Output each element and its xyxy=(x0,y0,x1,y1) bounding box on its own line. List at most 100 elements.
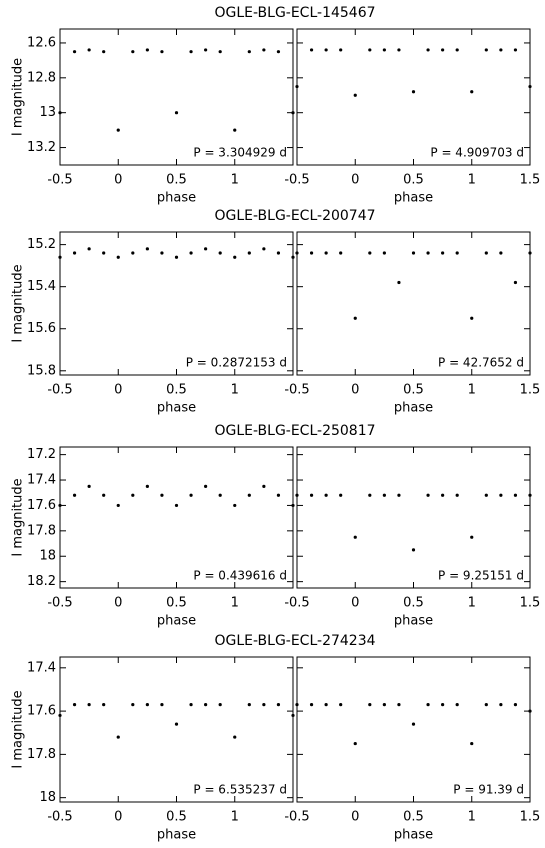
data-point xyxy=(160,703,164,707)
data-point xyxy=(339,251,343,255)
data-point xyxy=(470,535,474,539)
data-point xyxy=(441,493,445,497)
x-tick-label: 0.5 xyxy=(403,810,424,825)
y-tick-label: 17.8 xyxy=(27,747,56,762)
data-point xyxy=(324,493,328,497)
data-point xyxy=(218,703,222,707)
x-tick-label: 1 xyxy=(231,596,239,611)
data-point xyxy=(233,503,237,508)
data-point xyxy=(339,703,343,707)
data-point xyxy=(339,48,343,52)
data-point xyxy=(470,741,474,746)
data-point xyxy=(324,703,328,707)
data-point xyxy=(441,703,445,707)
data-point xyxy=(204,247,208,251)
y-axis-label: I magnitude xyxy=(11,478,26,556)
x-axis-label: phase xyxy=(394,401,433,416)
data-point xyxy=(145,247,149,251)
data-point xyxy=(204,48,208,52)
x-tick-label: 0 xyxy=(351,173,359,188)
data-point xyxy=(397,48,401,52)
data-point xyxy=(116,503,120,508)
y-tick-label: 18.2 xyxy=(27,574,56,589)
data-point xyxy=(87,48,91,52)
x-tick-label: 0 xyxy=(351,596,359,611)
y-tick-label: 15.8 xyxy=(27,363,56,378)
y-axis-label: I magnitude xyxy=(11,690,26,768)
x-tick-label: -0.5 xyxy=(284,383,309,398)
data-point xyxy=(528,84,532,89)
x-tick-label: -0.5 xyxy=(284,173,309,188)
data-point xyxy=(189,251,193,255)
data-point xyxy=(131,493,135,497)
period-annotation: P = 3.304929 d xyxy=(193,146,287,160)
data-point xyxy=(513,493,518,497)
data-point xyxy=(131,703,135,707)
data-point xyxy=(160,251,164,255)
data-point xyxy=(295,703,299,707)
data-point xyxy=(247,703,251,707)
data-point xyxy=(339,493,343,497)
y-tick-label: 17.4 xyxy=(27,473,56,488)
data-point xyxy=(262,703,266,707)
y-tick-label: 13 xyxy=(39,105,56,120)
data-point xyxy=(397,703,401,707)
data-point xyxy=(58,255,62,259)
x-tick-label: -0.5 xyxy=(284,596,309,611)
x-tick-label: 0 xyxy=(351,383,359,398)
data-point xyxy=(484,703,488,707)
x-axis-label: phase xyxy=(157,828,196,843)
data-point xyxy=(426,251,430,255)
data-point xyxy=(102,493,106,497)
x-tick-label: 1.5 xyxy=(520,810,541,825)
y-tick-label: 18 xyxy=(39,549,56,564)
data-point xyxy=(291,255,295,259)
data-point xyxy=(247,493,251,497)
x-tick-label: 1 xyxy=(231,173,239,188)
data-point xyxy=(368,493,372,497)
data-point xyxy=(309,703,314,707)
panel-frame xyxy=(296,446,531,589)
data-point xyxy=(276,493,281,497)
x-tick-label: 1 xyxy=(231,383,239,398)
y-tick-label: 17.6 xyxy=(27,704,56,719)
x-tick-label: 0 xyxy=(114,810,122,825)
x-tick-label: -0.5 xyxy=(47,383,72,398)
data-point xyxy=(455,703,459,707)
chart-title: OGLE-BLG-ECL-145467 xyxy=(214,5,375,21)
data-point xyxy=(87,247,91,251)
x-tick-label: -0.5 xyxy=(47,596,72,611)
y-tick-label: 15.6 xyxy=(27,321,56,336)
data-point xyxy=(382,48,386,52)
data-point xyxy=(411,722,416,726)
data-point xyxy=(368,703,372,707)
data-point xyxy=(455,493,459,497)
data-point xyxy=(513,280,518,285)
data-point xyxy=(291,713,295,718)
data-point xyxy=(513,48,518,52)
x-tick-label: 1.5 xyxy=(520,173,541,188)
y-tick-label: 13.2 xyxy=(27,140,56,155)
data-point xyxy=(368,48,372,52)
data-point xyxy=(411,251,416,255)
data-point xyxy=(382,251,386,255)
data-point xyxy=(233,735,237,739)
y-tick-label: 18 xyxy=(39,790,56,805)
x-axis-label: phase xyxy=(394,614,433,629)
chart-title: OGLE-BLG-ECL-274234 xyxy=(214,633,375,649)
data-point xyxy=(102,703,106,707)
data-point xyxy=(353,741,357,746)
data-point xyxy=(291,503,295,508)
data-point xyxy=(204,484,208,488)
period-annotation: P = 4.909703 d xyxy=(430,146,524,160)
y-tick-label: 12.8 xyxy=(27,70,56,85)
x-tick-label: 0.5 xyxy=(166,810,187,825)
panel-frame xyxy=(296,656,531,803)
panel-frame xyxy=(59,446,294,589)
data-point xyxy=(233,128,237,132)
chart-title: OGLE-BLG-ECL-200747 xyxy=(214,208,375,224)
period-annotation: P = 91.39 d xyxy=(453,783,524,797)
data-point xyxy=(499,251,503,255)
data-point xyxy=(116,255,120,259)
